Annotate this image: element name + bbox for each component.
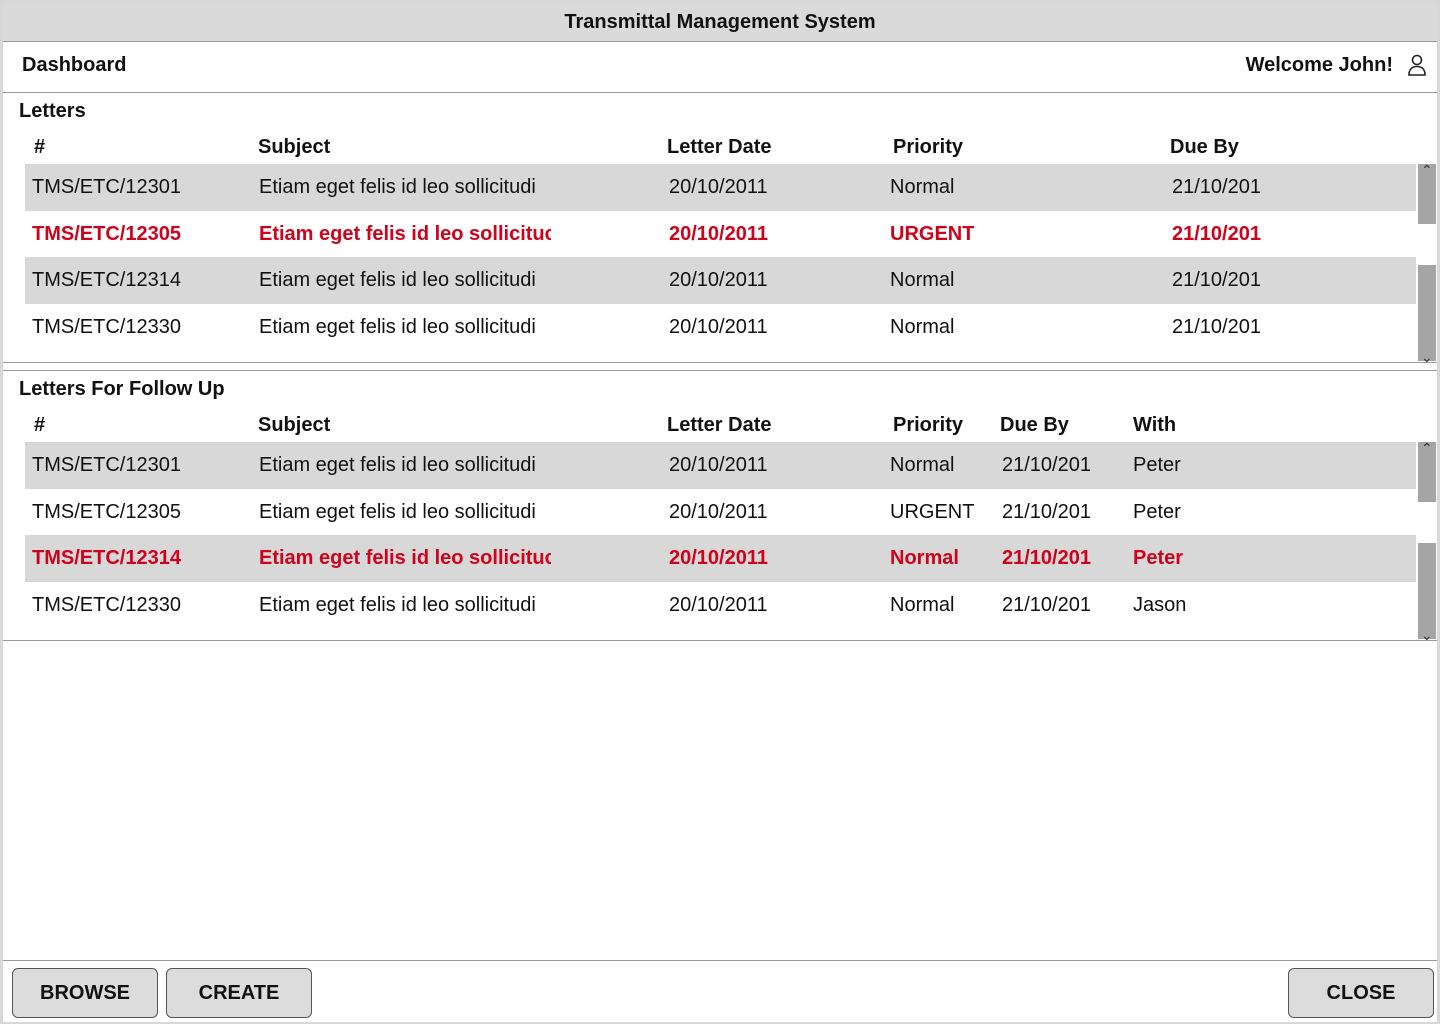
letters-table: TMS/ETC/12301 Etiam eget felis id leo so…	[25, 164, 1416, 350]
browse-button[interactable]: BROWSE	[12, 968, 158, 1018]
letter-with: Peter	[1133, 547, 1184, 569]
letter-due-by: 21/10/201	[1002, 454, 1091, 476]
table-row[interactable]: TMS/ETC/12305 Etiam eget felis id leo so…	[25, 489, 1416, 536]
letters-col-number[interactable]: #	[34, 136, 46, 158]
letter-number: TMS/ETC/12305	[32, 222, 181, 245]
user-icon[interactable]	[1407, 54, 1427, 76]
letter-with: Peter	[1133, 454, 1181, 476]
letter-subject: Etiam eget felis id leo sollicitudi	[259, 315, 536, 338]
table-row[interactable]: TMS/ETC/12314 Etiam eget felis id leo so…	[25, 257, 1416, 304]
letter-subject: Etiam eget felis id leo sollicitudi	[259, 500, 536, 523]
followup-table: TMS/ETC/12301 Etiam eget felis id leo so…	[25, 442, 1416, 628]
letter-priority: Normal	[890, 176, 955, 198]
scroll-down-icon[interactable]: ⌄	[1421, 627, 1433, 643]
letter-date: 20/10/2011	[669, 454, 768, 476]
scroll-up-icon[interactable]: ⌃	[1421, 440, 1433, 456]
letter-priority: Normal	[890, 454, 955, 476]
section-divider	[3, 362, 1437, 363]
letter-due-by: 21/10/201	[1002, 500, 1091, 523]
letter-number: TMS/ETC/12330	[32, 593, 181, 616]
letter-priority: Normal	[890, 315, 955, 338]
header-bar: Dashboard Welcome John!	[3, 42, 1437, 93]
followup-col-with[interactable]: With	[1133, 414, 1177, 436]
letters-col-subject[interactable]: Subject	[258, 136, 331, 158]
scroll-down-icon[interactable]: ⌄	[1421, 349, 1433, 365]
letter-date: 20/10/2011	[669, 222, 768, 245]
letter-subject: Etiam eget felis id leo sollicituc	[259, 547, 551, 569]
section-divider	[3, 370, 1437, 371]
create-button[interactable]: CREATE	[166, 968, 312, 1018]
letter-with: Jason	[1133, 593, 1187, 616]
letter-subject: Etiam eget felis id leo sollicituc	[259, 222, 551, 245]
letter-number: TMS/ETC/12301	[32, 176, 181, 198]
letters-col-priority[interactable]: Priority	[893, 136, 964, 158]
letter-due-by: 21/10/201	[1172, 176, 1261, 198]
breadcrumb-dashboard[interactable]: Dashboard	[22, 54, 127, 76]
followup-section-title: Letters For Follow Up	[19, 378, 225, 400]
letter-subject: Etiam eget felis id leo sollicitudi	[259, 176, 536, 198]
letters-section-title: Letters	[19, 100, 86, 122]
letter-date: 20/10/2011	[669, 500, 768, 523]
letter-due-by: 21/10/201	[1172, 269, 1261, 291]
letter-subject: Etiam eget felis id leo sollicitudi	[259, 269, 536, 291]
letter-priority: URGENT	[890, 500, 975, 523]
letter-number: TMS/ETC/12330	[32, 315, 181, 338]
letter-due-by: 21/10/201	[1002, 547, 1091, 569]
letter-date: 20/10/2011	[669, 315, 768, 338]
table-row[interactable]: TMS/ETC/12330 Etiam eget felis id leo so…	[25, 582, 1416, 629]
letters-col-letter-date[interactable]: Letter Date	[667, 136, 772, 158]
letter-number: TMS/ETC/12301	[32, 454, 181, 476]
letter-due-by: 21/10/201	[1172, 222, 1261, 245]
close-button[interactable]: CLOSE	[1288, 968, 1434, 1018]
table-row[interactable]: TMS/ETC/12305 Etiam eget felis id leo so…	[25, 211, 1416, 258]
letter-number: TMS/ETC/12305	[32, 500, 181, 523]
followup-col-letter-date[interactable]: Letter Date	[667, 414, 772, 436]
letter-priority: URGENT	[890, 222, 975, 245]
letter-subject: Etiam eget felis id leo sollicitudi	[259, 593, 536, 616]
followup-col-priority[interactable]: Priority	[893, 414, 964, 436]
table-row[interactable]: TMS/ETC/12314 Etiam eget felis id leo so…	[25, 535, 1416, 582]
followup-col-subject[interactable]: Subject	[258, 414, 331, 436]
letter-date: 20/10/2011	[669, 176, 768, 198]
window-title: Transmittal Management System	[3, 3, 1437, 42]
letter-priority: Normal	[890, 593, 955, 616]
section-divider	[3, 640, 1437, 641]
letter-with: Peter	[1133, 500, 1181, 523]
followup-col-number[interactable]: #	[34, 414, 46, 436]
welcome-text: Welcome John!	[1245, 54, 1393, 76]
table-row[interactable]: TMS/ETC/12301 Etiam eget felis id leo so…	[25, 442, 1416, 489]
table-row[interactable]: TMS/ETC/12330 Etiam eget felis id leo so…	[25, 304, 1416, 351]
letter-date: 20/10/2011	[669, 269, 768, 291]
letter-priority: Normal	[890, 269, 955, 291]
scroll-up-icon[interactable]: ⌃	[1421, 162, 1433, 178]
letters-col-due-by[interactable]: Due By	[1170, 136, 1239, 158]
letter-due-by: 21/10/201	[1002, 593, 1091, 616]
followup-col-due-by[interactable]: Due By	[1000, 414, 1069, 436]
letters-scrollbar[interactable]: ⌃ ⌄	[1418, 162, 1436, 365]
letter-date: 20/10/2011	[669, 547, 768, 569]
letter-subject: Etiam eget felis id leo sollicitudi	[259, 454, 536, 476]
followup-scrollbar[interactable]: ⌃ ⌄	[1418, 440, 1436, 643]
letter-priority: Normal	[890, 547, 959, 569]
letter-number: TMS/ETC/12314	[32, 269, 181, 291]
letter-number: TMS/ETC/12314	[32, 547, 181, 569]
table-row[interactable]: TMS/ETC/12301 Etiam eget felis id leo so…	[25, 164, 1416, 211]
app-window: Transmittal Management System Dashboard …	[3, 3, 1437, 1022]
letter-due-by: 21/10/201	[1172, 315, 1261, 338]
footer-bar: BROWSE CREATE CLOSE	[3, 960, 1437, 1022]
letter-date: 20/10/2011	[669, 593, 768, 616]
